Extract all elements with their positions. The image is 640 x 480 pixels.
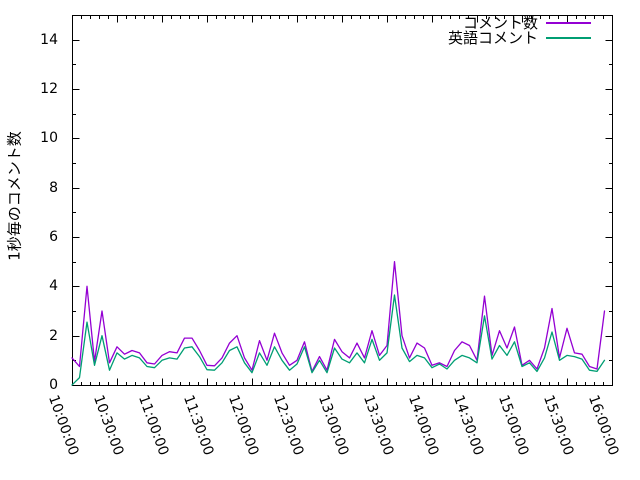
y-tick-label: 4	[49, 278, 58, 295]
legend: コメント数 英語コメント	[447, 14, 591, 47]
legend-item-english-comments: 英語コメント	[447, 29, 591, 47]
y-axis-label: 1秒毎のコメント数	[5, 131, 24, 261]
y-tick-label: 8	[49, 179, 58, 196]
legend-label-english-comments: 英語コメント	[447, 29, 538, 47]
y-tick-label: 0	[49, 377, 58, 393]
legend-label-comment-count: コメント数	[462, 14, 538, 32]
y-tick-label: 2	[49, 327, 58, 344]
y-tick-label: 12	[40, 81, 58, 97]
y-tick-label: 14	[40, 31, 58, 48]
legend-item-comment-count: コメント数	[462, 14, 591, 32]
legend-line-sample-comment-count	[546, 21, 591, 24]
legend-line-sample-english-comments	[546, 36, 591, 39]
y-tick-label: 10	[40, 130, 58, 147]
y-tick-label: 6	[49, 229, 58, 245]
